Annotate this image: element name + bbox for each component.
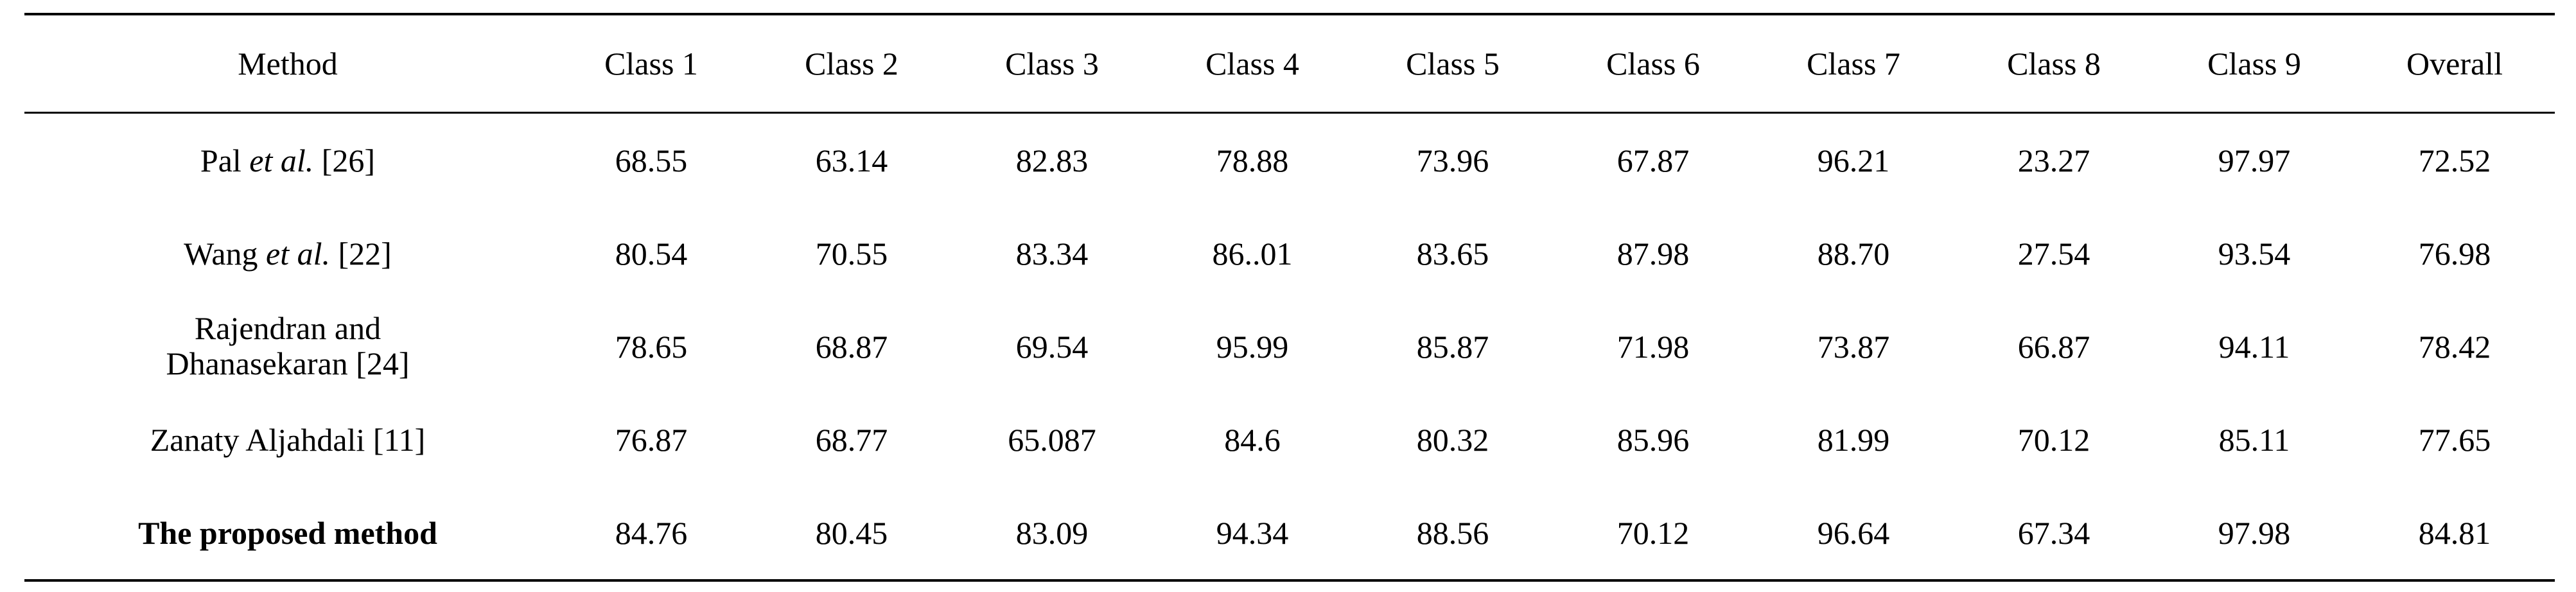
- value-cell: 70.12: [2017, 421, 2090, 458]
- method-name: The proposed method: [138, 514, 437, 551]
- header-cell: Class 9: [2207, 46, 2301, 82]
- value-cell: 85.11: [2218, 421, 2290, 458]
- value-cell: 80.45: [815, 514, 888, 551]
- value-cell: 80.32: [1416, 421, 1489, 458]
- value-cell: 85.87: [1416, 328, 1489, 365]
- header-cell: Class 2: [805, 46, 898, 82]
- header-cell: Class 3: [1005, 46, 1099, 82]
- value-cell: 73.87: [1817, 328, 1890, 365]
- value-cell: 97.97: [2218, 142, 2291, 178]
- value-cell: 84.76: [615, 514, 688, 551]
- value-cell: 95.99: [1216, 328, 1289, 365]
- value-cell: 86..01: [1212, 235, 1293, 272]
- value-cell: 84.81: [2418, 514, 2491, 551]
- value-cell: 83.09: [1015, 514, 1089, 551]
- value-cell: 68.87: [815, 328, 888, 365]
- value-cell: 84.6: [1224, 421, 1281, 458]
- method-part: Rajendran and Dhanasekaran [24]: [166, 310, 410, 381]
- value-cell: 27.54: [2017, 235, 2090, 272]
- value-cell: 83.34: [1015, 235, 1089, 272]
- table-row: Zanaty Aljahdali [11] 76.87 68.77 65.087 84.…: [24, 393, 2555, 486]
- method-part: et al.: [249, 142, 314, 178]
- method-part: The proposed method: [138, 514, 437, 551]
- header-cell: Overall: [2406, 46, 2503, 82]
- method-part: et al.: [266, 235, 331, 272]
- value-cell: 68.77: [815, 421, 888, 458]
- method-cell: Zanaty Aljahdali [11]: [24, 393, 551, 486]
- table-row: Wang et al. [22] 80.54 70.55 83.34 86..01 83.…: [24, 207, 2555, 300]
- header-cell: Class 4: [1205, 46, 1299, 82]
- value-cell: 83.65: [1416, 235, 1489, 272]
- value-cell: 66.87: [2017, 328, 2090, 365]
- method-cell: Rajendran and Dhanasekaran [24]: [24, 300, 551, 393]
- method-part: [26]: [321, 142, 376, 178]
- method-part: Wang: [184, 235, 258, 272]
- method-part: [22]: [338, 235, 392, 272]
- value-cell: 87.98: [1617, 235, 1690, 272]
- value-cell: 76.87: [615, 421, 688, 458]
- value-cell: 94.34: [1216, 514, 1289, 551]
- value-cell: 88.56: [1416, 514, 1489, 551]
- value-cell: 72.52: [2418, 142, 2491, 178]
- results-table: Method Class 1 Class 2 Class 3 Class 4 Class …: [24, 13, 2555, 582]
- value-cell: 78.42: [2418, 328, 2491, 365]
- value-cell: 73.96: [1416, 142, 1489, 178]
- header-cell: Class 8: [2007, 46, 2101, 82]
- value-cell: 85.96: [1617, 421, 1690, 458]
- method-cell: Wang et al. [22]: [24, 207, 551, 300]
- value-cell: 23.27: [2017, 142, 2090, 178]
- value-cell: 63.14: [815, 142, 888, 178]
- value-cell: 81.99: [1817, 421, 1890, 458]
- method-part: Zanaty Aljahdali [11]: [150, 421, 426, 458]
- method-cell: Pal et al. [26]: [24, 113, 551, 207]
- table-row: Rajendran and Dhanasekaran [24] 78.65 68.8…: [24, 300, 2555, 393]
- value-cell: 93.54: [2218, 235, 2291, 272]
- value-cell: 78.88: [1216, 142, 1289, 178]
- method-part: Pal: [200, 142, 241, 178]
- value-cell: 65.087: [1008, 421, 1096, 458]
- header-cell: Class 6: [1606, 46, 1700, 82]
- value-cell: 70.12: [1617, 514, 1690, 551]
- value-cell: 82.83: [1015, 142, 1089, 178]
- method-cell: The proposed method: [24, 486, 551, 580]
- method-name: Pal et al. [26]: [200, 143, 375, 178]
- value-cell: 76.98: [2418, 235, 2491, 272]
- value-cell: 70.55: [815, 235, 888, 272]
- method-name: Zanaty Aljahdali [11]: [150, 422, 426, 458]
- value-cell: 88.70: [1817, 235, 1890, 272]
- value-cell: 96.64: [1817, 514, 1890, 551]
- table-row: The proposed method 84.76 80.45 83.09 94.34 8…: [24, 486, 2555, 580]
- value-cell: 78.65: [615, 328, 688, 365]
- value-cell: 94.11: [2218, 328, 2290, 365]
- header-cell: Class 1: [604, 46, 698, 82]
- value-cell: 71.98: [1617, 328, 1690, 365]
- value-cell: 67.87: [1617, 142, 1690, 178]
- method-name: Wang et al. [22]: [184, 236, 392, 272]
- header-row: Method Class 1 Class 2 Class 3 Class 4 Class …: [24, 14, 2555, 113]
- value-cell: 80.54: [615, 235, 688, 272]
- table-row: Pal et al. [26] 68.55 63.14 82.83 78.88 73.96…: [24, 113, 2555, 207]
- header-cell: Class 5: [1406, 46, 1500, 82]
- value-cell: 97.98: [2218, 514, 2291, 551]
- header-cell: Class 7: [1807, 46, 1900, 82]
- value-cell: 69.54: [1015, 328, 1089, 365]
- method-name: Rajendran and Dhanasekaran [24]: [114, 311, 461, 381]
- value-cell: 96.21: [1817, 142, 1890, 178]
- value-cell: 77.65: [2418, 421, 2491, 458]
- header-cell: Method: [238, 46, 338, 82]
- value-cell: 67.34: [2017, 514, 2090, 551]
- value-cell: 68.55: [615, 142, 688, 178]
